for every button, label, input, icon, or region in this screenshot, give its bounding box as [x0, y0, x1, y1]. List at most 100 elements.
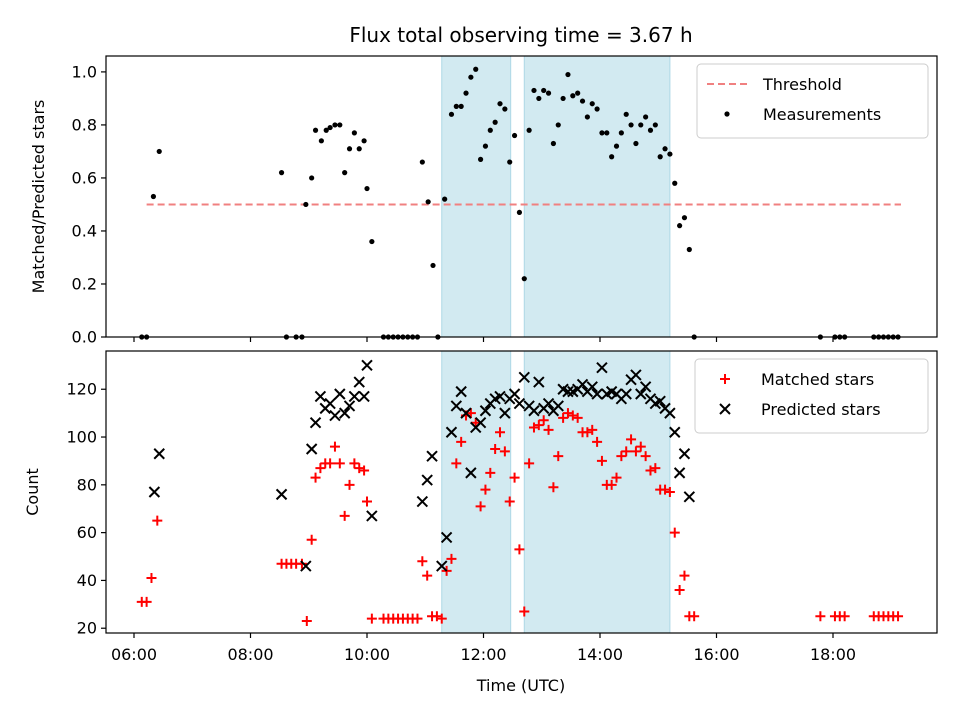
matched-star-point [485, 467, 496, 478]
measurement-point [681, 215, 688, 221]
matched-star-point [815, 611, 826, 622]
x-tick-label: 06:00 [111, 645, 157, 664]
predicted-star-point [562, 385, 574, 398]
matched-star-point [146, 573, 157, 584]
matched-star-point [456, 436, 467, 447]
matched-star-point [470, 417, 481, 428]
predicted-star-point [421, 474, 433, 486]
matched-star-point [548, 482, 559, 493]
measurement-point [521, 276, 527, 282]
predicted-star-point [455, 385, 467, 398]
measurement-point [453, 103, 459, 109]
legend: Threshold Measurements [696, 63, 929, 139]
measurement-point [318, 138, 324, 144]
panel-top: 0.0 0.2 0.4 0.6 0.8 1.0 Matched/Predicted star… [29, 55, 938, 347]
matched-star-point [839, 611, 850, 622]
predicted-star-point [148, 486, 161, 498]
measurement-point [643, 114, 649, 120]
matched-star-point [679, 570, 690, 581]
predicted-star-point [361, 359, 373, 372]
measurement-point [507, 159, 513, 165]
matched-star-point [334, 458, 345, 469]
measurement-point [473, 66, 479, 72]
matched-star-point [621, 446, 632, 457]
measurement-point [604, 130, 610, 136]
predicted-star-point [528, 405, 540, 417]
y-tick-label: 0.4 [72, 221, 97, 240]
matched-star-point [543, 424, 554, 435]
predicted-star-point [450, 400, 463, 412]
measurement-point [613, 143, 620, 149]
measurement-point [346, 146, 353, 152]
measurement-point [332, 122, 338, 128]
axes-frame [105, 350, 938, 634]
matched-star-point [412, 613, 423, 624]
legend-box [696, 63, 929, 139]
predicted-star-point [305, 443, 318, 455]
x-tick-label: 18:00 [810, 645, 856, 664]
measurement-point [599, 130, 605, 136]
predicted-star-point [630, 369, 642, 381]
measurement-point [560, 95, 566, 102]
matched-star-point [436, 613, 447, 624]
legend-label: Measurements [763, 105, 881, 124]
y-tick-label: 0.0 [72, 328, 97, 347]
predicted-star-point [426, 450, 438, 462]
measurement-point [565, 71, 571, 78]
predicted-star-point [639, 381, 652, 393]
measurement-point [575, 90, 581, 96]
measurement-point [364, 185, 370, 192]
matched-star-point [431, 611, 442, 622]
predicted-star-point [576, 378, 589, 391]
matched-star-point [596, 455, 607, 466]
matched-star-point [669, 527, 680, 538]
matched-star-point [509, 472, 520, 483]
predicted-star-point [479, 405, 492, 417]
predicted-star-point [153, 448, 165, 460]
measurement-point [618, 130, 624, 136]
matched-star-point [325, 458, 336, 469]
predicted-star-point [533, 376, 545, 388]
measurement-point [541, 87, 547, 94]
x-tick-label: 10:00 [344, 645, 390, 664]
matched-star-point [490, 443, 501, 454]
predicted-star-point [358, 390, 370, 403]
y-tick-label: 0.8 [72, 115, 97, 134]
y-axis-label: Matched/Predicted stars [29, 100, 48, 294]
y-tick-label: 80 [77, 475, 97, 494]
matched-star-point [592, 436, 603, 447]
matched-star-point [572, 412, 583, 423]
measurement-point [463, 90, 469, 96]
matched-star-point [553, 451, 564, 462]
measurement-point [487, 127, 493, 133]
predicted-star-point [669, 426, 681, 438]
predicted-star-point [275, 488, 288, 501]
matched-star-point [519, 606, 530, 617]
y-tick-label: 0.6 [72, 168, 97, 187]
measurement-point [337, 122, 343, 128]
matched-star-point [611, 472, 622, 483]
shaded-interval [441, 55, 512, 338]
measurement-point [638, 122, 644, 128]
predicted-star-point [664, 407, 676, 419]
matched-star-point [446, 553, 457, 564]
predicted-star-point [300, 560, 312, 572]
matched-star-point [306, 534, 317, 545]
measurement-point [369, 238, 375, 245]
measurement-point [278, 170, 285, 176]
matched-star-point [344, 479, 355, 490]
predicted-star-point [620, 388, 632, 400]
matched-star-point [310, 472, 321, 483]
measurement-point [150, 193, 157, 200]
predicted-star-point [329, 409, 341, 422]
measurement-point [323, 127, 329, 133]
measurement-point [430, 262, 436, 269]
matched-star-point [422, 570, 433, 581]
x-tick-label: 08:00 [227, 645, 273, 664]
measurement-point [419, 159, 425, 165]
measurement-point [628, 122, 634, 128]
measurement-point [652, 122, 658, 128]
matched-star-point [674, 584, 685, 595]
predicted-star-point [465, 467, 477, 479]
